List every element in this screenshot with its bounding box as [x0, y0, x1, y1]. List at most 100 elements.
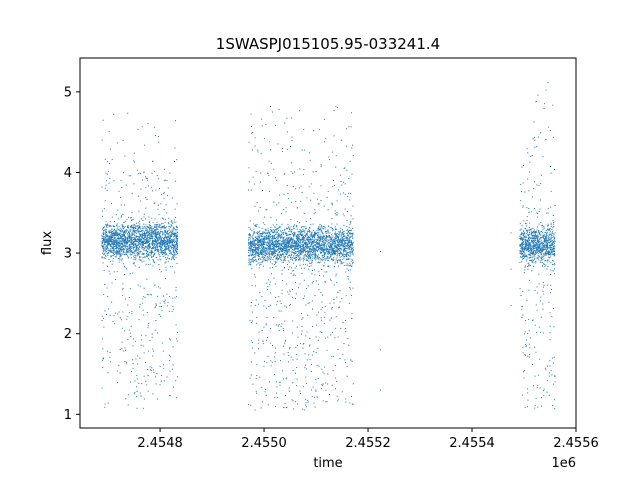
data-point — [314, 256, 316, 258]
data-point — [104, 257, 105, 259]
data-point — [262, 244, 264, 246]
data-point — [293, 273, 295, 275]
data-point — [308, 240, 310, 242]
data-point — [313, 234, 315, 236]
data-point — [324, 249, 326, 251]
data-point — [325, 247, 327, 249]
data-point — [157, 252, 159, 254]
data-point — [261, 233, 263, 235]
data-point — [112, 321, 114, 323]
data-point — [300, 244, 302, 246]
data-point — [276, 204, 278, 206]
data-point — [329, 226, 331, 228]
data-point — [261, 189, 263, 191]
data-point — [322, 235, 324, 237]
data-point — [135, 248, 137, 250]
data-point — [269, 236, 271, 238]
data-point — [284, 249, 286, 251]
data-point — [281, 241, 283, 243]
data-point — [166, 236, 168, 238]
data-point — [171, 221, 173, 223]
data-point — [151, 232, 153, 234]
data-point — [299, 256, 301, 258]
data-point — [322, 237, 324, 239]
data-point — [307, 302, 309, 304]
data-point — [122, 233, 124, 235]
data-point — [121, 238, 123, 240]
data-point — [133, 262, 135, 264]
data-point — [116, 226, 118, 228]
data-point — [165, 246, 167, 248]
data-point — [289, 243, 291, 245]
data-point — [266, 244, 268, 246]
data-point — [262, 239, 264, 241]
data-point — [176, 237, 178, 239]
data-point — [148, 240, 150, 242]
data-point — [280, 302, 282, 304]
data-point — [327, 257, 329, 259]
data-point — [261, 253, 263, 255]
data-point — [319, 245, 321, 247]
data-point — [105, 257, 107, 259]
data-point — [168, 217, 170, 219]
data-point — [149, 230, 151, 232]
data-point — [297, 249, 299, 251]
data-point — [153, 372, 155, 374]
data-point — [329, 247, 331, 249]
data-point — [139, 392, 141, 394]
data-point — [170, 221, 172, 223]
data-point — [116, 223, 118, 225]
data-point — [260, 239, 262, 241]
data-point — [316, 229, 318, 231]
data-point — [118, 239, 120, 241]
data-point — [286, 228, 288, 230]
data-point — [295, 346, 297, 348]
data-point — [267, 289, 269, 291]
data-point — [114, 243, 116, 245]
data-point — [268, 160, 270, 162]
data-point — [113, 249, 115, 251]
data-point — [175, 230, 177, 232]
data-point — [262, 259, 264, 261]
data-point — [303, 256, 305, 258]
data-point — [159, 384, 161, 386]
data-point — [147, 244, 149, 246]
data-point — [165, 232, 167, 234]
data-point — [101, 257, 103, 259]
data-point — [305, 335, 307, 337]
data-point — [333, 258, 335, 260]
data-point — [134, 265, 136, 267]
data-point — [276, 179, 278, 181]
data-point — [331, 204, 333, 206]
data-point — [134, 241, 136, 243]
data-point — [151, 367, 153, 369]
data-point — [152, 235, 154, 237]
data-point — [267, 245, 269, 247]
data-point — [137, 255, 139, 257]
data-point — [136, 390, 138, 392]
data-point — [328, 250, 330, 252]
data-point — [102, 232, 104, 234]
data-point — [159, 242, 161, 244]
data-point — [145, 207, 147, 209]
data-point — [109, 178, 111, 180]
data-point — [318, 237, 320, 239]
data-point — [287, 263, 289, 265]
data-point — [328, 248, 330, 250]
data-point — [271, 237, 273, 239]
data-point — [125, 245, 127, 247]
data-point — [121, 288, 123, 290]
data-point — [255, 299, 257, 301]
data-point — [280, 249, 282, 251]
data-point — [269, 255, 271, 257]
data-point — [162, 251, 164, 253]
data-point — [145, 250, 147, 252]
data-point — [120, 237, 122, 239]
data-point — [330, 259, 332, 261]
data-point — [107, 242, 109, 244]
data-point — [104, 237, 106, 239]
data-point — [128, 312, 130, 314]
data-point — [171, 240, 173, 242]
data-point — [278, 310, 280, 312]
data-point — [269, 238, 271, 240]
